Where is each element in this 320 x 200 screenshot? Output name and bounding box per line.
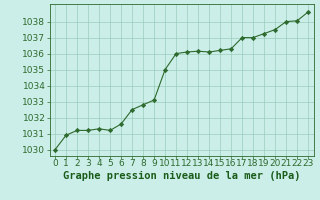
X-axis label: Graphe pression niveau de la mer (hPa): Graphe pression niveau de la mer (hPa) bbox=[63, 171, 300, 181]
